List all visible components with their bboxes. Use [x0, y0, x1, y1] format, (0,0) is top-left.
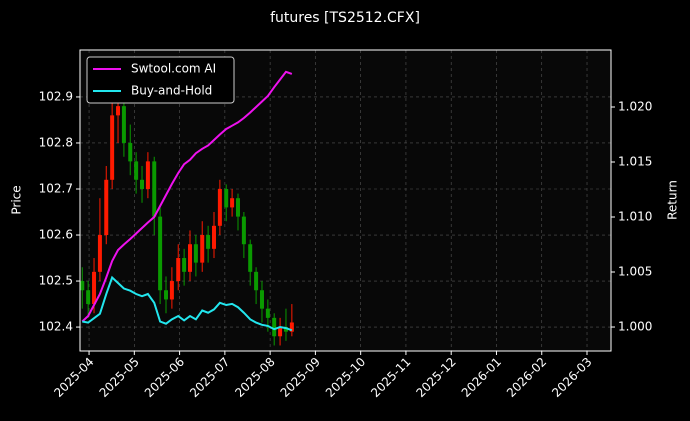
candle-body: [265, 308, 270, 318]
y-tick-label: 102.7: [39, 181, 73, 195]
legend-label: Swtool.com AI: [131, 62, 216, 76]
candle-body: [104, 179, 109, 236]
candle-body: [241, 216, 246, 245]
candle-body: [278, 327, 283, 337]
candle-body: [211, 225, 216, 249]
candle-body: [217, 188, 222, 226]
axes-frame: [79, 49, 612, 352]
candle-body: [235, 198, 240, 217]
candle-body: [80, 281, 85, 291]
candle-body: [169, 281, 174, 300]
y2-tick-label: 1.000: [618, 320, 652, 334]
candle-body: [182, 258, 187, 272]
candle-body: [254, 271, 259, 291]
line-series: [81, 70, 293, 323]
candle-body: [110, 115, 115, 180]
candle-body: [116, 106, 121, 116]
legend-label: Buy-and-Hold: [131, 84, 212, 98]
legend: Swtool.com AI Buy-and-Hold: [86, 56, 235, 104]
y2-axis-label: Return: [666, 180, 680, 220]
candle-body: [121, 106, 126, 143]
candle-body: [140, 179, 145, 189]
y-axis-label: Price: [10, 185, 24, 214]
candle-body: [206, 235, 211, 249]
y2-tick-label: 1.010: [618, 210, 652, 224]
y2-tick-label: 1.020: [618, 99, 652, 113]
y-tick-label: 102.9: [39, 89, 73, 103]
candle-body: [283, 327, 288, 332]
candle-body: [145, 161, 150, 189]
candle-body: [230, 198, 235, 208]
candle-body: [152, 161, 157, 217]
line-series: [82, 275, 293, 332]
y2-tick-label: 1.015: [618, 154, 652, 168]
candle-body: [224, 188, 229, 208]
candle-body: [97, 235, 102, 272]
y-tick-label: 102.8: [39, 135, 73, 149]
y-tick-label: 102.5: [39, 274, 73, 288]
candle-body: [158, 216, 163, 291]
candle-body: [193, 244, 198, 263]
chart-title: futures [TS2512.CFX]: [270, 10, 420, 26]
candle-body: [188, 244, 193, 272]
candle-body: [248, 244, 253, 272]
y-tick-label: 102.4: [39, 320, 73, 334]
candle-body: [128, 142, 133, 162]
candle-body: [176, 258, 181, 282]
candle-body: [259, 290, 264, 309]
candle-body: [164, 290, 169, 300]
candle-body: [200, 235, 205, 263]
candle-body: [92, 271, 97, 305]
y-tick-label: 102.6: [39, 228, 73, 242]
candle-body: [289, 322, 294, 332]
candle-body: [134, 161, 139, 180]
legend-box: [86, 56, 235, 104]
y2-tick-label: 1.005: [618, 265, 652, 279]
candle-body: [272, 317, 277, 337]
candle-body: [86, 290, 91, 305]
